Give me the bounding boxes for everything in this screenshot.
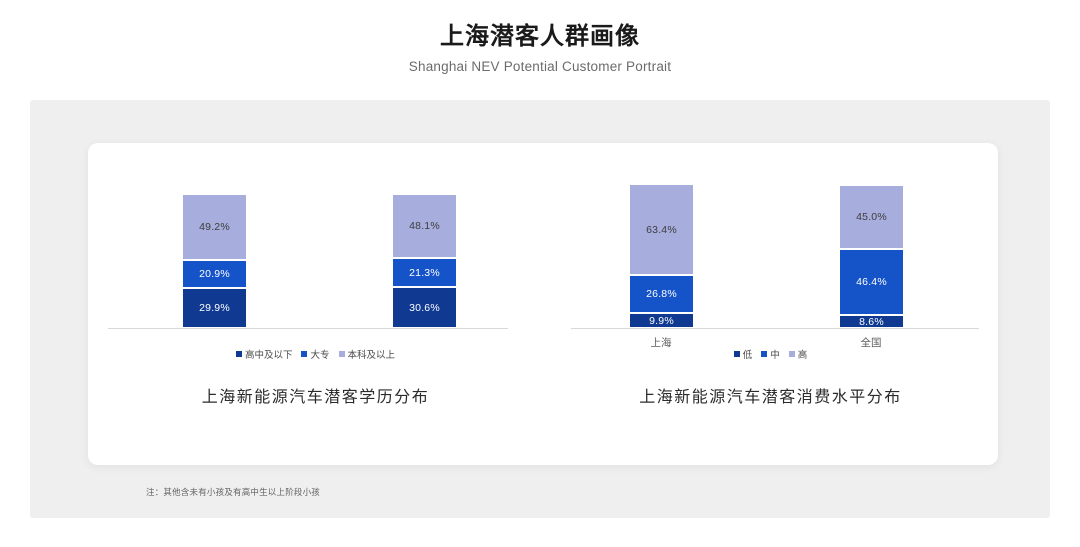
charts-card: 49.2% 20.9% 29.9% 48.1% 21.3% 30.6% 高中及以…: [88, 143, 998, 497]
legend-item-low[interactable]: 低: [733, 347, 753, 361]
x-tick-label-shanghai: 上海: [650, 337, 672, 349]
footnote: 注：其他含未有小孩及有高中生以上阶段小孩: [146, 487, 321, 497]
legend-label: 大专: [310, 350, 330, 361]
legend-item-junior-college[interactable]: 大专: [301, 347, 330, 361]
legend-label: 中: [770, 350, 780, 361]
page-title: 上海潜客人群画像: [440, 23, 640, 50]
x-tick-label-national: 全国: [860, 337, 882, 349]
bar-segment-low: 29.9%: [183, 288, 246, 328]
bar-segment-low: 8.6%: [840, 315, 903, 328]
plot-area-education: 49.2% 20.9% 29.9% 48.1% 21.3% 30.6%: [88, 143, 543, 333]
chart-education: 49.2% 20.9% 29.9% 48.1% 21.3% 30.6% 高中及以…: [88, 143, 543, 465]
legend-swatch-icon: [301, 351, 308, 357]
legend-education: 高中及以下 大专 本科及以上: [88, 347, 543, 361]
bar-consumption-national[interactable]: 45.0% 46.4% 8.6%: [840, 185, 903, 328]
bar-education-national[interactable]: 48.1% 21.3% 30.6%: [393, 194, 456, 328]
bar-segment-high: 49.2%: [183, 194, 246, 260]
legend-item-high[interactable]: 高: [788, 347, 808, 361]
bar-segment-high: 63.4%: [630, 184, 693, 275]
bar-education-shanghai[interactable]: 49.2% 20.9% 29.9%: [183, 194, 246, 328]
bar-segment-mid: 46.4%: [840, 249, 903, 315]
bar-segment-mid: 20.9%: [183, 260, 246, 288]
legend-swatch-icon: [235, 351, 242, 357]
legend-label: 高: [797, 350, 808, 361]
bar-segment-high: 45.0%: [840, 185, 903, 249]
slide-header: 上海潜客人群画像 Shanghai NEV Potential Customer…: [0, 22, 1080, 76]
bar-segment-high: 48.1%: [393, 194, 456, 258]
legend-swatch-icon: [788, 351, 795, 357]
bar-segment-low: 30.6%: [393, 287, 456, 328]
chart-caption-education: 上海新能源汽车潜客学历分布: [201, 389, 430, 406]
legend-item-high-school[interactable]: 高中及以下: [235, 347, 293, 361]
legend-label: 高中及以下: [244, 350, 293, 361]
legend-consumption: 低 中 高: [543, 347, 998, 361]
bar-consumption-shanghai[interactable]: 63.4% 26.8% 9.9%: [630, 184, 693, 328]
legend-label: 本科及以上: [347, 350, 396, 361]
bar-segment-low: 9.9%: [630, 313, 693, 328]
chart-caption-consumption: 上海新能源汽车潜客消费水平分布: [639, 389, 902, 406]
legend-swatch-icon: [761, 351, 768, 357]
page-subtitle: Shanghai NEV Potential Customer Portrait: [408, 59, 672, 74]
x-axis-line: [571, 328, 979, 329]
legend-swatch-icon: [733, 351, 740, 357]
x-axis-line: [108, 328, 508, 329]
legend-item-bachelor-above[interactable]: 本科及以上: [338, 347, 396, 361]
legend-swatch-icon: [338, 351, 345, 357]
bar-segment-mid: 26.8%: [630, 275, 693, 313]
bar-segment-mid: 21.3%: [393, 258, 456, 287]
legend-label: 低: [742, 350, 753, 361]
chart-consumption: 63.4% 26.8% 9.9% 45.0% 46.4% 8.6% 上海 全国 …: [543, 143, 998, 465]
legend-item-medium[interactable]: 中: [761, 347, 780, 361]
plot-area-consumption: 63.4% 26.8% 9.9% 45.0% 46.4% 8.6% 上海 全国: [543, 143, 998, 349]
